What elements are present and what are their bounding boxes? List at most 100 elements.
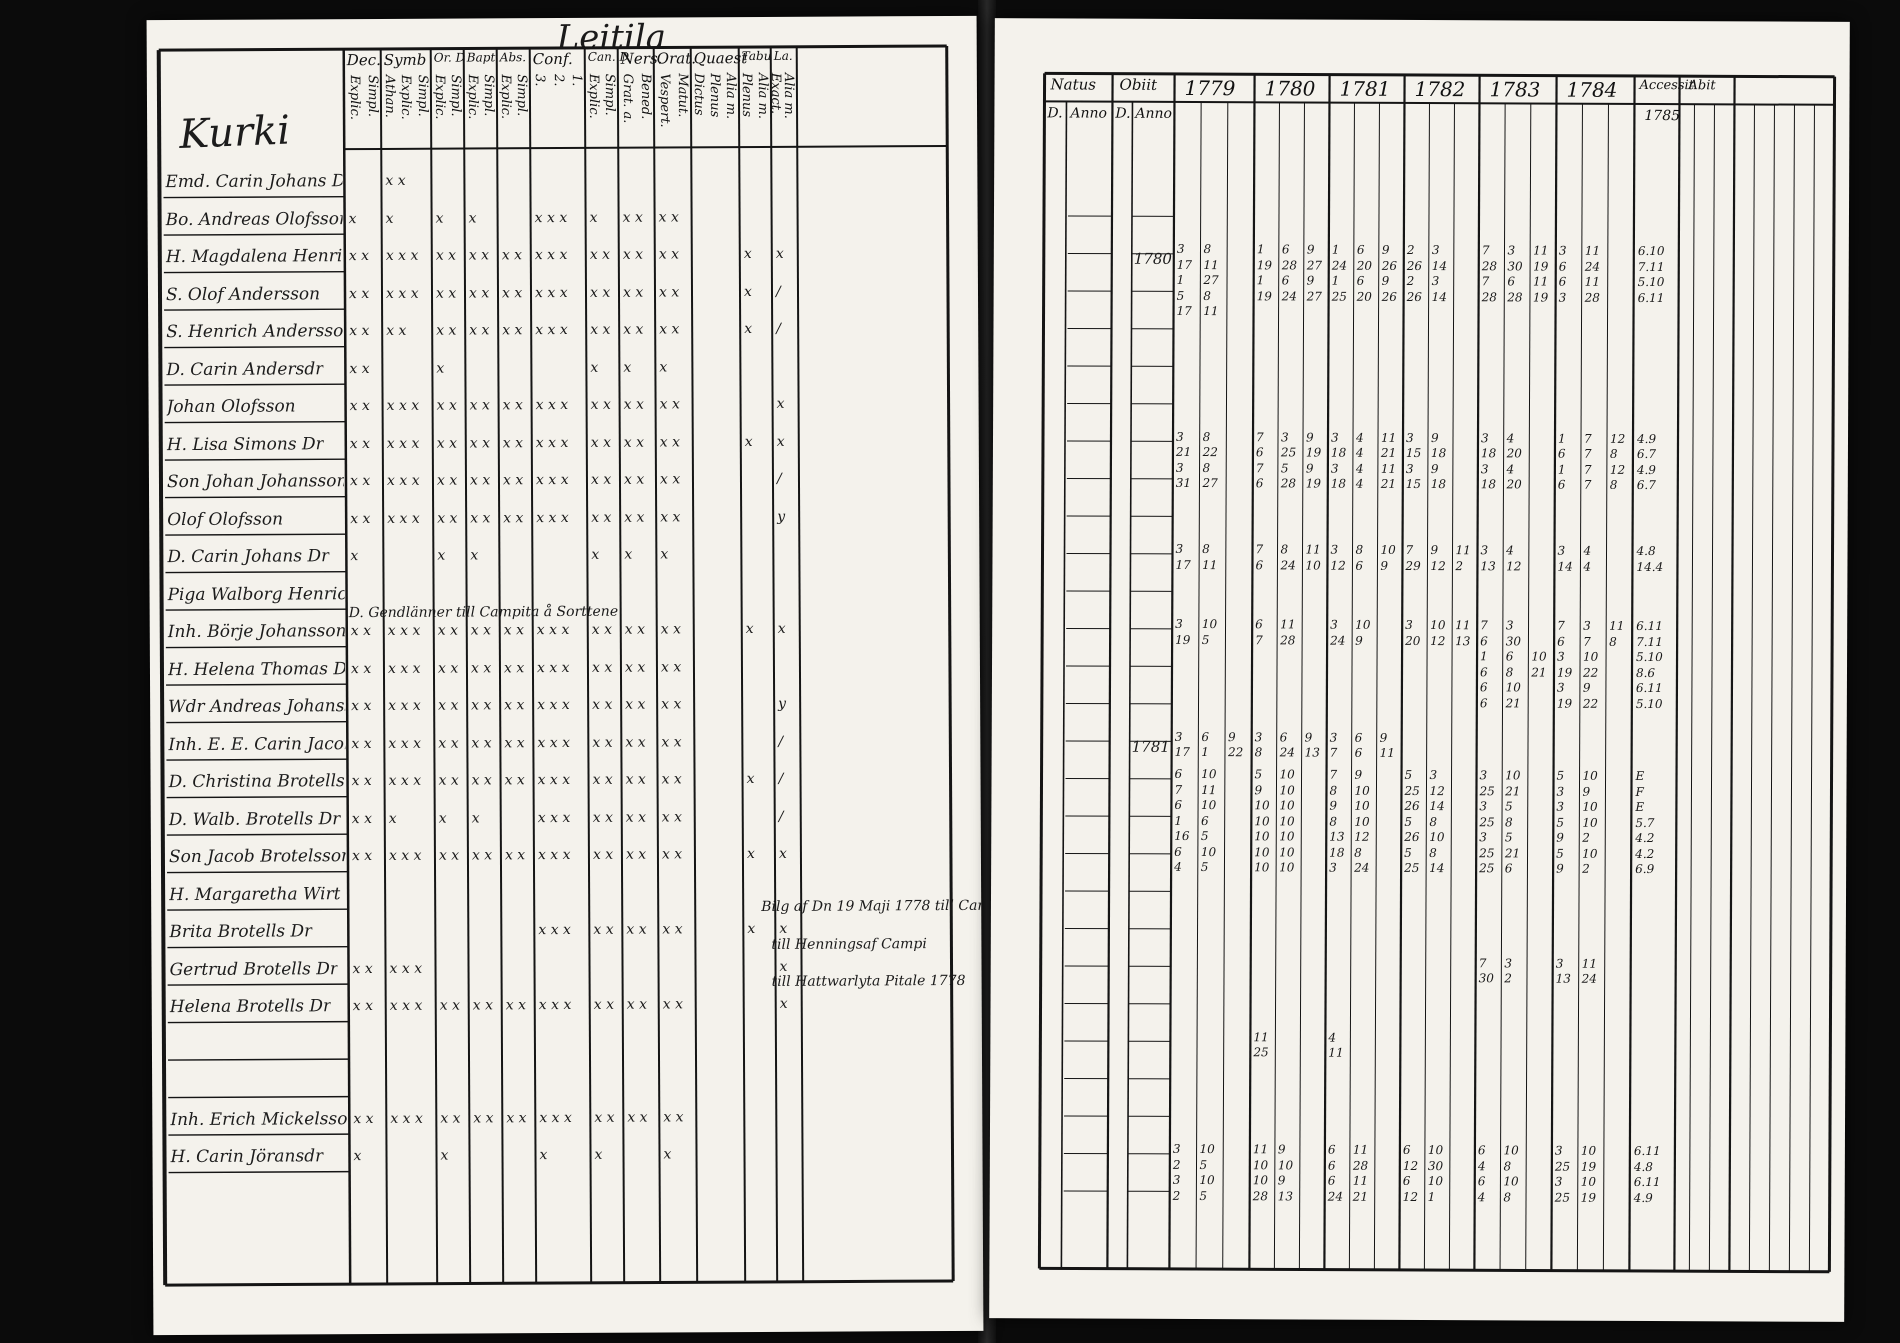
day-entry: 8: [1203, 288, 1211, 303]
margin-note: D. Gendlänner till Campita å Sorttene: [348, 603, 619, 622]
year-1785-label: 1785: [1644, 107, 1681, 125]
day-entry: 10: [1279, 798, 1295, 813]
day-entry: 10: [1427, 1174, 1444, 1189]
column-rule: [462, 48, 472, 1284]
row-mark: x x: [436, 322, 457, 339]
header-6: 1783: [1489, 77, 1541, 102]
day-entry: 1: [1256, 273, 1265, 288]
day-entry: 25: [1479, 783, 1495, 798]
name-underline: [165, 645, 347, 649]
accessit-subcolumn-rule: [1808, 104, 1815, 1272]
day-entry: 3: [1175, 616, 1183, 631]
row-mark: y: [777, 508, 786, 525]
day-entry: 8: [1503, 1158, 1512, 1173]
day-entry: 7: [1583, 477, 1592, 492]
major-column-rule: [1728, 76, 1736, 1272]
row-mark: x x x: [386, 472, 420, 489]
day-entry: 4: [1506, 461, 1515, 476]
day-entry: 10: [1254, 844, 1270, 859]
day-entry: 1: [1256, 242, 1265, 257]
day-entry: 21: [1504, 845, 1521, 860]
row-name: Helena Brotells Dr: [169, 996, 332, 1018]
name-underline: [165, 608, 347, 611]
row-mark: x: [436, 360, 445, 377]
name-underline: [164, 308, 346, 311]
row-mark: x x: [473, 1109, 494, 1126]
day-entry: 11: [1379, 745, 1395, 760]
day-entry: 28: [1280, 632, 1296, 647]
accessit-entry: 5.10: [1635, 696, 1663, 711]
year-subcolumn-rule: [1373, 102, 1380, 1270]
row-mark: x: [624, 546, 633, 563]
accessit-subcolumn-rule: [1688, 104, 1695, 1272]
row-mark: x x: [436, 397, 457, 414]
row-mark: x: [777, 620, 786, 637]
day-entry: 12: [1506, 558, 1522, 573]
day-entry: 6: [1255, 445, 1264, 460]
day-entry: 11: [1280, 617, 1296, 632]
day-entry: 14: [1431, 289, 1447, 304]
column-subhead: Simpl.: [513, 74, 530, 117]
row-mark: x x: [659, 321, 680, 338]
day-entry: 25: [1404, 783, 1420, 798]
row-mark: x x: [590, 321, 611, 338]
row-mark: x: [623, 359, 632, 376]
row-mark: x x x: [387, 510, 420, 527]
day-entry: 26: [1404, 829, 1420, 845]
day-entry: 9: [1381, 242, 1390, 257]
row-mark: x x x: [534, 284, 568, 301]
row-mark: x: [539, 1147, 548, 1164]
day-entry: 11: [1352, 1173, 1369, 1188]
day-entry: 6: [1255, 617, 1263, 632]
row-mark: x: [746, 771, 755, 788]
day-entry: 3: [1174, 729, 1183, 744]
day-entry: 11: [1305, 542, 1321, 557]
day-entry: 4: [1355, 476, 1364, 491]
day-entry: 27: [1306, 289, 1322, 304]
row-name: Wdr Andreas Johansson: [168, 696, 346, 718]
row-mark: x x x: [536, 659, 570, 676]
row-name: H. Margaretha Wirt: [169, 883, 341, 905]
row-mark: x x x: [534, 246, 568, 264]
row-mark: x x: [623, 471, 645, 488]
day-entry: 10: [1582, 815, 1598, 830]
day-entry: 5: [1200, 860, 1209, 875]
row-mark: x x: [624, 621, 646, 638]
row-mark: x: [659, 358, 668, 376]
row-mark: x x: [471, 734, 492, 751]
accessit-entry: E: [1635, 768, 1645, 783]
day-entry: 19: [1556, 696, 1573, 711]
name-underline: [167, 908, 349, 911]
day-entry: 15: [1405, 476, 1422, 492]
day-entry: 11: [1203, 257, 1219, 272]
day-entry: 8: [1202, 460, 1211, 475]
major-column-rule: [1038, 73, 1046, 1269]
day-entry: 24: [1584, 259, 1601, 274]
day-entry: 14: [1431, 258, 1448, 273]
village-name: Kurki: [178, 107, 291, 158]
name-underline: [166, 795, 348, 799]
day-entry: 11: [1352, 1142, 1369, 1157]
day-entry: 19: [1175, 632, 1191, 647]
column-subhead: Matut.: [674, 73, 691, 118]
day-entry: 11: [1609, 618, 1625, 633]
day-entry: 9: [1380, 558, 1389, 573]
day-entry: 3: [1330, 542, 1339, 557]
day-entry: 26: [1404, 798, 1420, 814]
row-name: Olof Olofsson: [167, 508, 284, 530]
row-mark: x x: [660, 621, 682, 638]
day-entry: 20: [1356, 258, 1373, 273]
row-mark: x x: [592, 771, 613, 788]
column-subhead: Simpl.: [447, 74, 464, 117]
day-entry: 2: [1582, 861, 1590, 876]
day-entry: 22: [1227, 745, 1244, 760]
frame-right: [945, 45, 955, 1281]
day-entry: 20: [1506, 477, 1522, 492]
name-underline: [166, 683, 348, 686]
day-entry: 10: [1277, 1157, 1294, 1172]
day-entry: 7: [1583, 446, 1592, 461]
day-entry: 6: [1174, 797, 1183, 812]
row-name: Brita Brotells Dr: [169, 921, 313, 943]
column-rule: [689, 47, 699, 1283]
row-mark: x x: [468, 247, 490, 264]
